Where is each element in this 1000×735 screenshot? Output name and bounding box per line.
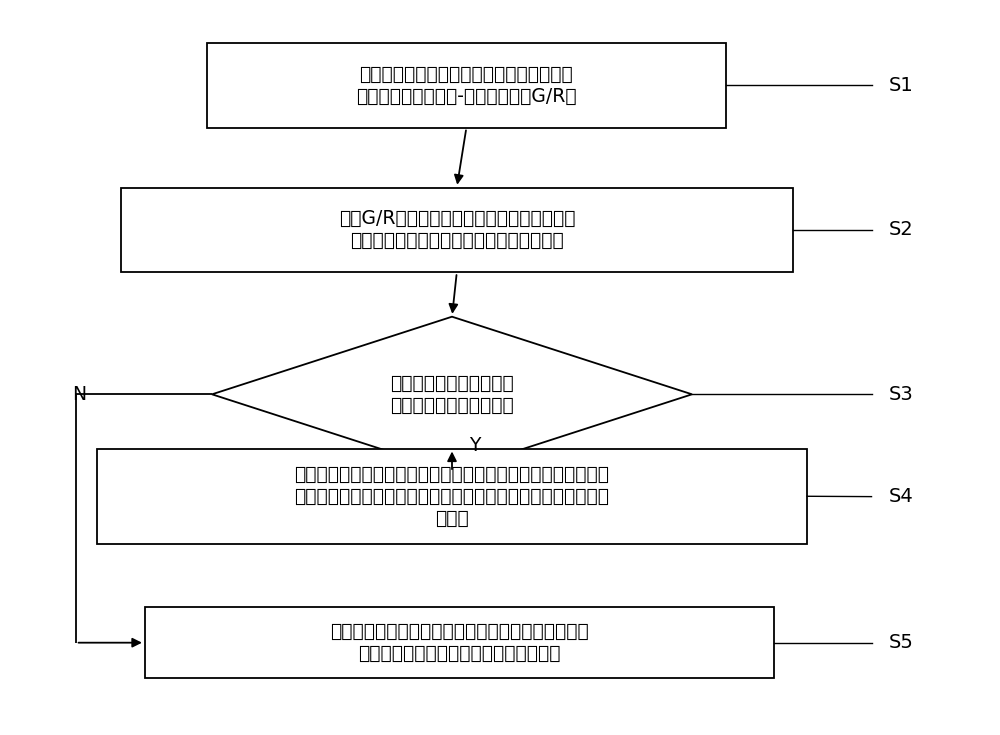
Text: Y: Y: [469, 436, 481, 455]
Text: S1: S1: [889, 76, 914, 95]
Text: 计算G/R对原始气象雷达降水数据观测误差，
并进行异常数值检测，生成初始修正因子场: 计算G/R对原始气象雷达降水数据观测误差， 并进行异常数值检测，生成初始修正因子…: [339, 209, 575, 251]
Polygon shape: [212, 317, 692, 472]
Text: 利用平均差偏差对原始气象雷达降水累积数据进行修
正，得到修正后的气象雷达降水累积数据: 利用平均差偏差对原始气象雷达降水累积数据进行修 正，得到修正后的气象雷达降水累积…: [330, 623, 589, 663]
Text: 对初始修正因子场进行调整，并利用改进后的修正因子场对原始
气象雷达降水累积数据进行修正，得到修正后的气象雷达降水累
积数据: 对初始修正因子场进行调整，并利用改进后的修正因子场对原始 气象雷达降水累积数据进…: [294, 465, 610, 528]
Bar: [207, 43, 726, 128]
Text: S2: S2: [889, 220, 914, 240]
Text: 对初始修正因子场与观测
误差进行距离相关性判断: 对初始修正因子场与观测 误差进行距离相关性判断: [390, 374, 514, 415]
Text: S4: S4: [889, 487, 914, 506]
Bar: [121, 187, 793, 272]
Bar: [97, 448, 807, 544]
Text: S5: S5: [889, 633, 914, 652]
Text: S3: S3: [889, 385, 914, 404]
Text: 获取雨量桶降水累积数据与气象雷达降水累
积数据，得到雨量桶-气象雷达数据G/R对: 获取雨量桶降水累积数据与气象雷达降水累 积数据，得到雨量桶-气象雷达数据G/R对: [356, 65, 577, 106]
Bar: [145, 607, 774, 678]
Text: N: N: [72, 385, 87, 404]
